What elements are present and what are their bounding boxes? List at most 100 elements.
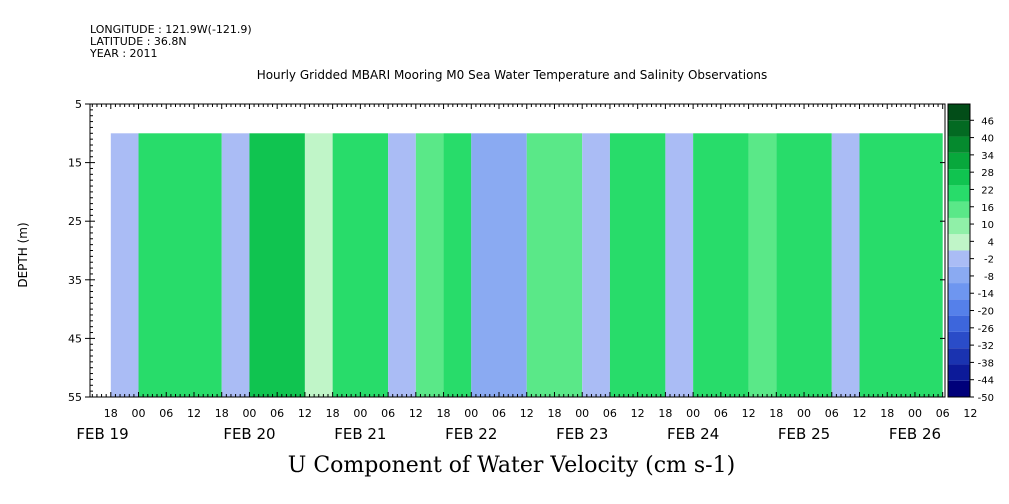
hour-tick-label: 12 xyxy=(963,407,977,420)
heatmap-cell xyxy=(693,133,749,398)
y-tick-label: 25 xyxy=(68,215,82,228)
heatmap-cell xyxy=(831,133,860,398)
hour-tick-label: 12 xyxy=(187,407,201,420)
date-label: FEB 25 xyxy=(778,425,830,443)
hour-tick-label: 00 xyxy=(464,407,478,420)
hour-tick-label: 06 xyxy=(159,407,173,420)
colorbar-swatch xyxy=(948,104,970,121)
colorbar-label: 46 xyxy=(981,116,994,127)
date-label: FEB 26 xyxy=(889,425,941,443)
colorbar-swatch xyxy=(948,201,970,218)
y-tick-label: 45 xyxy=(68,332,82,345)
hour-tick-label: 18 xyxy=(215,407,229,420)
hour-tick-label: 12 xyxy=(631,407,645,420)
heatmap-cell xyxy=(110,133,139,398)
chart-title: Hourly Gridded MBARI Mooring M0 Sea Wate… xyxy=(256,68,768,82)
hour-tick-label: 06 xyxy=(714,407,728,420)
heatmap-cell xyxy=(388,133,416,398)
colorbar-swatch xyxy=(948,283,970,300)
heatmap-cell xyxy=(138,133,222,398)
hour-tick-label: 18 xyxy=(658,407,672,420)
y-tick-label: 5 xyxy=(75,98,82,111)
hour-tick-label: 00 xyxy=(797,407,811,420)
hour-tick-label: 12 xyxy=(409,407,423,420)
colorbar-label: -44 xyxy=(978,376,994,387)
hour-tick-label: 12 xyxy=(298,407,312,420)
colorbar-swatch xyxy=(948,380,970,397)
colorbar-label: 10 xyxy=(981,220,994,231)
colorbar-label: -8 xyxy=(984,272,994,283)
colorbar-swatch xyxy=(948,169,970,186)
heatmap-cell xyxy=(471,133,527,398)
date-label: FEB 23 xyxy=(556,425,608,443)
heatmap-cell xyxy=(221,133,250,398)
colorbar-label: -32 xyxy=(978,341,994,352)
x-axis-title: U Component of Water Velocity (cm s-1) xyxy=(287,453,736,478)
colorbar-swatch xyxy=(948,185,970,202)
colorbar-label: 22 xyxy=(981,185,994,196)
hour-tick-label: 00 xyxy=(242,407,256,420)
date-label: FEB 20 xyxy=(223,425,275,443)
colorbar-label: -14 xyxy=(978,289,994,300)
colorbar-label: -26 xyxy=(978,324,994,335)
heatmap-cell xyxy=(748,133,777,398)
colorbar-swatch xyxy=(948,234,970,251)
colorbar-swatch xyxy=(948,120,970,137)
longitude-label: LONGITUDE : 121.9W(-121.9) xyxy=(90,23,252,36)
colorbar-swatch xyxy=(948,315,970,332)
hour-tick-label: 12 xyxy=(742,407,756,420)
hour-tick-label: 00 xyxy=(908,407,922,420)
colorbar-swatch xyxy=(948,266,970,284)
y-tick-label: 35 xyxy=(68,274,82,287)
hour-tick-label: 06 xyxy=(936,407,950,420)
y-tick-label: 55 xyxy=(68,391,82,404)
heatmap-cell xyxy=(859,133,943,398)
hour-tick-label: 00 xyxy=(686,407,700,420)
heatmap-cell xyxy=(582,133,610,398)
colorbar-swatch xyxy=(948,331,970,349)
date-label: FEB 22 xyxy=(445,425,497,443)
hour-tick-label: 18 xyxy=(880,407,894,420)
colorbar-label: -50 xyxy=(978,393,994,404)
hour-tick-label: 06 xyxy=(270,407,284,420)
hour-tick-label: 06 xyxy=(381,407,395,420)
date-label: FEB 24 xyxy=(667,425,719,443)
hour-tick-label: 00 xyxy=(353,407,367,420)
date-label: FEB 19 xyxy=(76,425,128,443)
latitude-label: LATITUDE : 36.8N xyxy=(90,35,187,48)
colorbar-label: 40 xyxy=(981,134,994,145)
colorbar-label: 4 xyxy=(988,237,994,248)
heatmap-cell xyxy=(332,133,389,398)
heatmap-cell xyxy=(665,133,694,398)
heatmap-cell xyxy=(609,133,666,398)
hour-tick-label: 06 xyxy=(603,407,617,420)
colorbar-label: 28 xyxy=(981,168,994,179)
colorbar-swatch xyxy=(948,299,970,316)
hour-tick-label: 06 xyxy=(825,407,839,420)
y-tick-label: 15 xyxy=(68,157,82,170)
hour-tick-label: 18 xyxy=(326,407,340,420)
heatmap-cell xyxy=(526,133,583,398)
colorbar-swatch xyxy=(948,348,970,365)
colorbar-swatch xyxy=(948,364,970,381)
colorbar-label: 34 xyxy=(981,151,994,162)
colorbar-frame xyxy=(947,103,971,398)
year-label: YEAR : 2011 xyxy=(90,47,158,60)
colorbar-swatch xyxy=(948,217,970,235)
colorbar-swatch xyxy=(948,250,970,267)
colorbar-swatch xyxy=(948,136,970,153)
heatmap-cell xyxy=(249,133,305,398)
colorbar-label: -20 xyxy=(978,307,994,318)
colorbar-swatch xyxy=(948,152,970,170)
colorbar-label: -2 xyxy=(984,255,994,266)
hour-tick-label: 00 xyxy=(132,407,146,420)
colorbar-label: -38 xyxy=(978,358,994,369)
date-label: FEB 21 xyxy=(334,425,386,443)
heatmap-cell xyxy=(443,133,472,398)
heatmap-cell xyxy=(415,133,444,398)
heatmap-cell xyxy=(776,133,832,398)
hour-tick-label: 18 xyxy=(547,407,561,420)
hour-tick-label: 18 xyxy=(104,407,118,420)
hour-tick-label: 12 xyxy=(520,407,534,420)
